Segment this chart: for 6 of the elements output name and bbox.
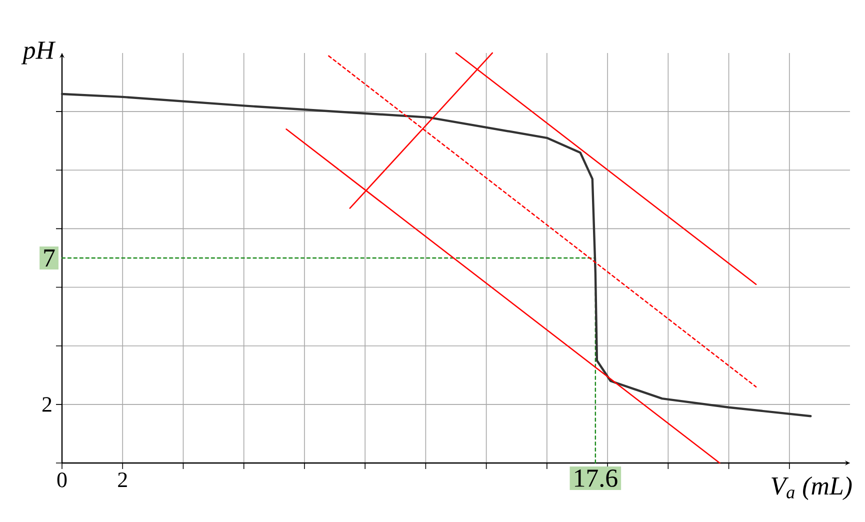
x-tick-label: 0 (57, 472, 67, 488)
x-axis-title: V$_{a}$ (mL) (772, 476, 852, 500)
y-axis-title: pH (21, 42, 56, 64)
x-tick-label: 17.6 (575, 470, 618, 488)
y-tick-label: 7 (44, 250, 55, 266)
x-tick-label: 2 (118, 472, 127, 488)
